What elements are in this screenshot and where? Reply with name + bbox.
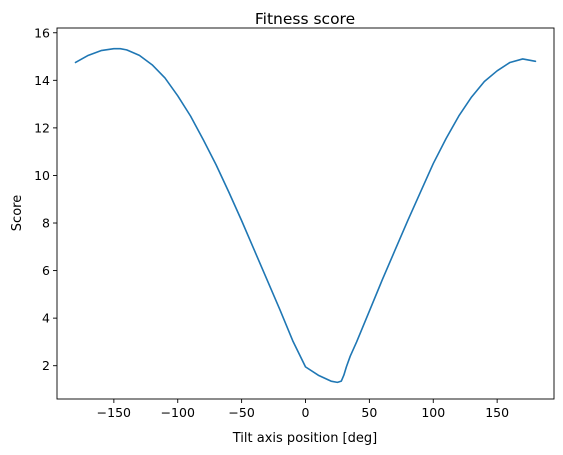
x-tick-label: 50 xyxy=(361,405,377,420)
y-tick-label: 14 xyxy=(34,73,50,88)
y-tick-label: 2 xyxy=(42,358,50,373)
x-tick-label: −50 xyxy=(228,405,254,420)
y-axis-label: Score xyxy=(10,195,25,231)
x-tick-label: −150 xyxy=(97,405,131,420)
y-axis: 2 4 6 8 10 12 14 16 xyxy=(34,25,57,373)
y-tick-label: 8 xyxy=(42,216,50,231)
chart-title: Fitness score xyxy=(255,10,355,28)
plot-area xyxy=(74,47,537,384)
x-axis-label: Tilt axis position [deg] xyxy=(232,431,377,446)
y-tick-label: 12 xyxy=(34,120,50,135)
x-tick-label: 100 xyxy=(421,405,445,420)
x-tick-label: 150 xyxy=(485,405,509,420)
x-tick-label: −100 xyxy=(161,405,195,420)
y-tick-label: 10 xyxy=(34,168,50,183)
y-tick-label: 16 xyxy=(34,25,50,40)
x-tick-label: 0 xyxy=(302,405,310,420)
x-axis: −150 −100 −50 0 50 100 150 xyxy=(97,399,509,420)
series-line-fitness-score xyxy=(74,47,537,384)
y-tick-label: 6 xyxy=(42,263,50,278)
y-tick-label: 4 xyxy=(42,311,50,326)
